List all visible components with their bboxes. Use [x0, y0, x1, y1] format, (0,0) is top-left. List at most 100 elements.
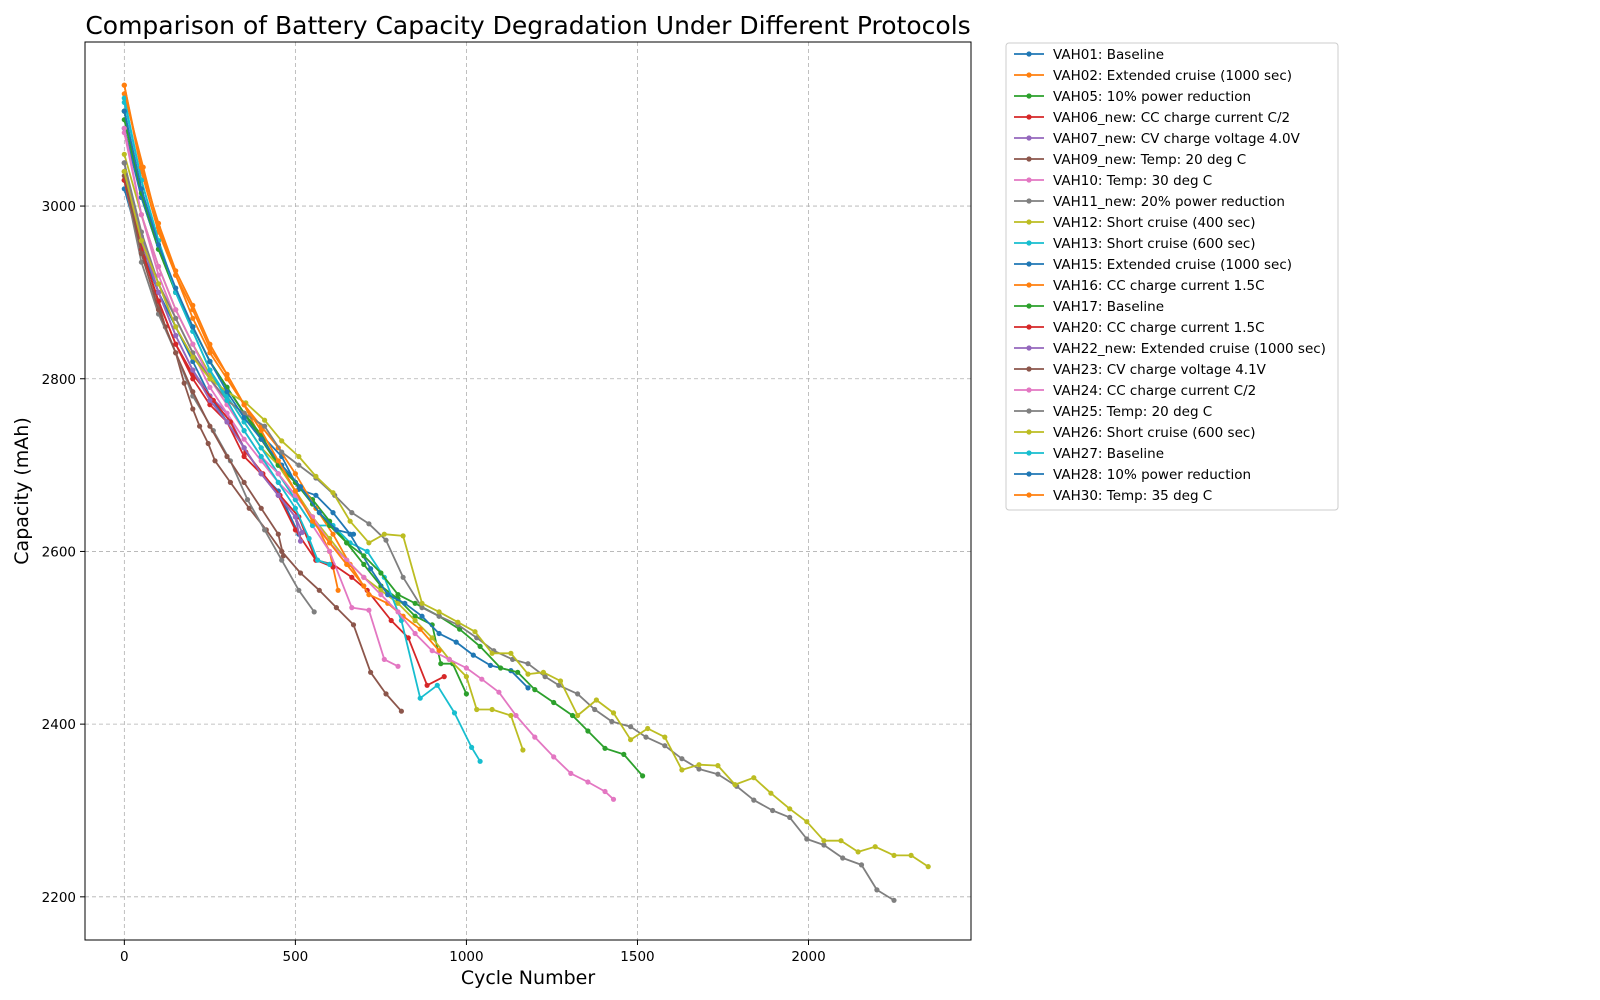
series-vah10 [121, 130, 401, 669]
data-point [224, 371, 230, 377]
data-point [121, 108, 127, 114]
data-point [751, 775, 757, 781]
data-point [155, 307, 162, 313]
data-point [299, 529, 305, 536]
x-tick-label: 2000 [791, 949, 825, 965]
data-point [479, 676, 485, 682]
data-point [662, 734, 668, 740]
data-point [715, 771, 721, 777]
data-point [525, 685, 531, 691]
data-point [696, 766, 702, 772]
series-line [123, 132, 399, 668]
data-point [417, 626, 423, 632]
data-point [241, 428, 247, 434]
data-point [241, 479, 247, 485]
data-point [207, 341, 213, 347]
data-point [593, 697, 600, 703]
legend-entry: VAH13: Short cruise (600 sec) [1014, 236, 1256, 252]
data-point [121, 125, 127, 131]
data-point [643, 734, 649, 740]
data-point [246, 505, 252, 511]
legend-label: VAH07_new: CV charge voltage 4.0V [1053, 131, 1301, 147]
data-point [306, 535, 312, 542]
legend-swatch-marker [1026, 366, 1032, 372]
data-point [429, 648, 435, 654]
data-point [383, 537, 389, 543]
legend-label: VAH13: Short cruise (600 sec) [1053, 236, 1256, 252]
data-point [368, 669, 374, 675]
x-axis-label: Cycle Number [461, 967, 595, 989]
series-line [123, 110, 354, 536]
legend-entry: VAH07_new: CV charge voltage 4.0V [1014, 131, 1301, 147]
data-point [224, 389, 230, 395]
legend-entry: VAH06_new: CC charge current C/2 [1014, 110, 1290, 126]
data-point [556, 682, 562, 688]
data-point [469, 744, 475, 751]
legend-entry: VAH30: Temp: 35 deg C [1014, 488, 1212, 504]
legend-label: VAH01: Baseline [1053, 47, 1164, 63]
data-point [330, 531, 336, 537]
legend-swatch-marker [1026, 303, 1032, 309]
series-line [123, 102, 481, 762]
data-point [121, 168, 127, 175]
data-point [207, 384, 213, 390]
series-vah17 [121, 117, 646, 779]
data-point [173, 324, 179, 330]
legend-swatch-marker [1026, 324, 1032, 330]
data-point [275, 471, 281, 477]
data-point [463, 691, 469, 697]
data-point [173, 333, 179, 339]
data-point [138, 250, 144, 257]
data-point [609, 718, 615, 725]
data-point [640, 773, 646, 779]
legend-entry: VAH25: Temp: 20 deg C [1014, 404, 1212, 420]
legend-entry: VAH24: CC charge current C/2 [1014, 383, 1256, 399]
legend-label: VAH25: Temp: 20 deg C [1053, 404, 1212, 420]
legend-label: VAH12: Short cruise (400 sec) [1053, 215, 1256, 231]
data-point [344, 561, 350, 568]
data-point [205, 440, 211, 447]
data-point [366, 540, 372, 546]
data-point [602, 788, 608, 795]
legend-entry: VAH05: 10% power reduction [1014, 89, 1251, 105]
series-vah24 [121, 125, 617, 802]
data-point [385, 592, 391, 598]
data-point [333, 605, 339, 611]
legend-entry: VAH11_new: 20% power reduction [1014, 194, 1285, 210]
data-point [679, 767, 685, 773]
legend-swatch-marker [1026, 345, 1032, 351]
data-point [258, 445, 264, 451]
series-vah27 [121, 95, 333, 568]
legend-entry: VAH01: Baseline [1014, 47, 1164, 63]
data-point [333, 527, 339, 533]
data-point [173, 315, 179, 321]
plot-area-frame [84, 41, 972, 941]
data-point [190, 302, 196, 308]
data-point [400, 533, 406, 539]
y-axis-label: Capacity (mAh) [11, 417, 33, 564]
series-line [123, 162, 304, 533]
data-point [121, 160, 127, 166]
data-point [438, 661, 444, 667]
data-point [315, 557, 321, 563]
legend-box [1005, 42, 1339, 511]
data-point [532, 687, 538, 693]
data-point [436, 609, 442, 615]
data-point [804, 836, 810, 842]
data-point [316, 509, 322, 516]
legend-swatch-marker [1026, 450, 1032, 456]
data-point [472, 629, 478, 635]
data-point [532, 734, 538, 740]
data-point [540, 669, 547, 675]
data-point [602, 745, 608, 751]
data-point [378, 570, 384, 576]
legend-swatch-marker [1026, 135, 1032, 141]
data-point [787, 814, 793, 821]
data-point [349, 509, 355, 516]
data-point [542, 674, 548, 680]
data-point [436, 613, 442, 619]
data-point [402, 600, 408, 606]
data-point [292, 527, 298, 533]
data-point [241, 436, 247, 442]
